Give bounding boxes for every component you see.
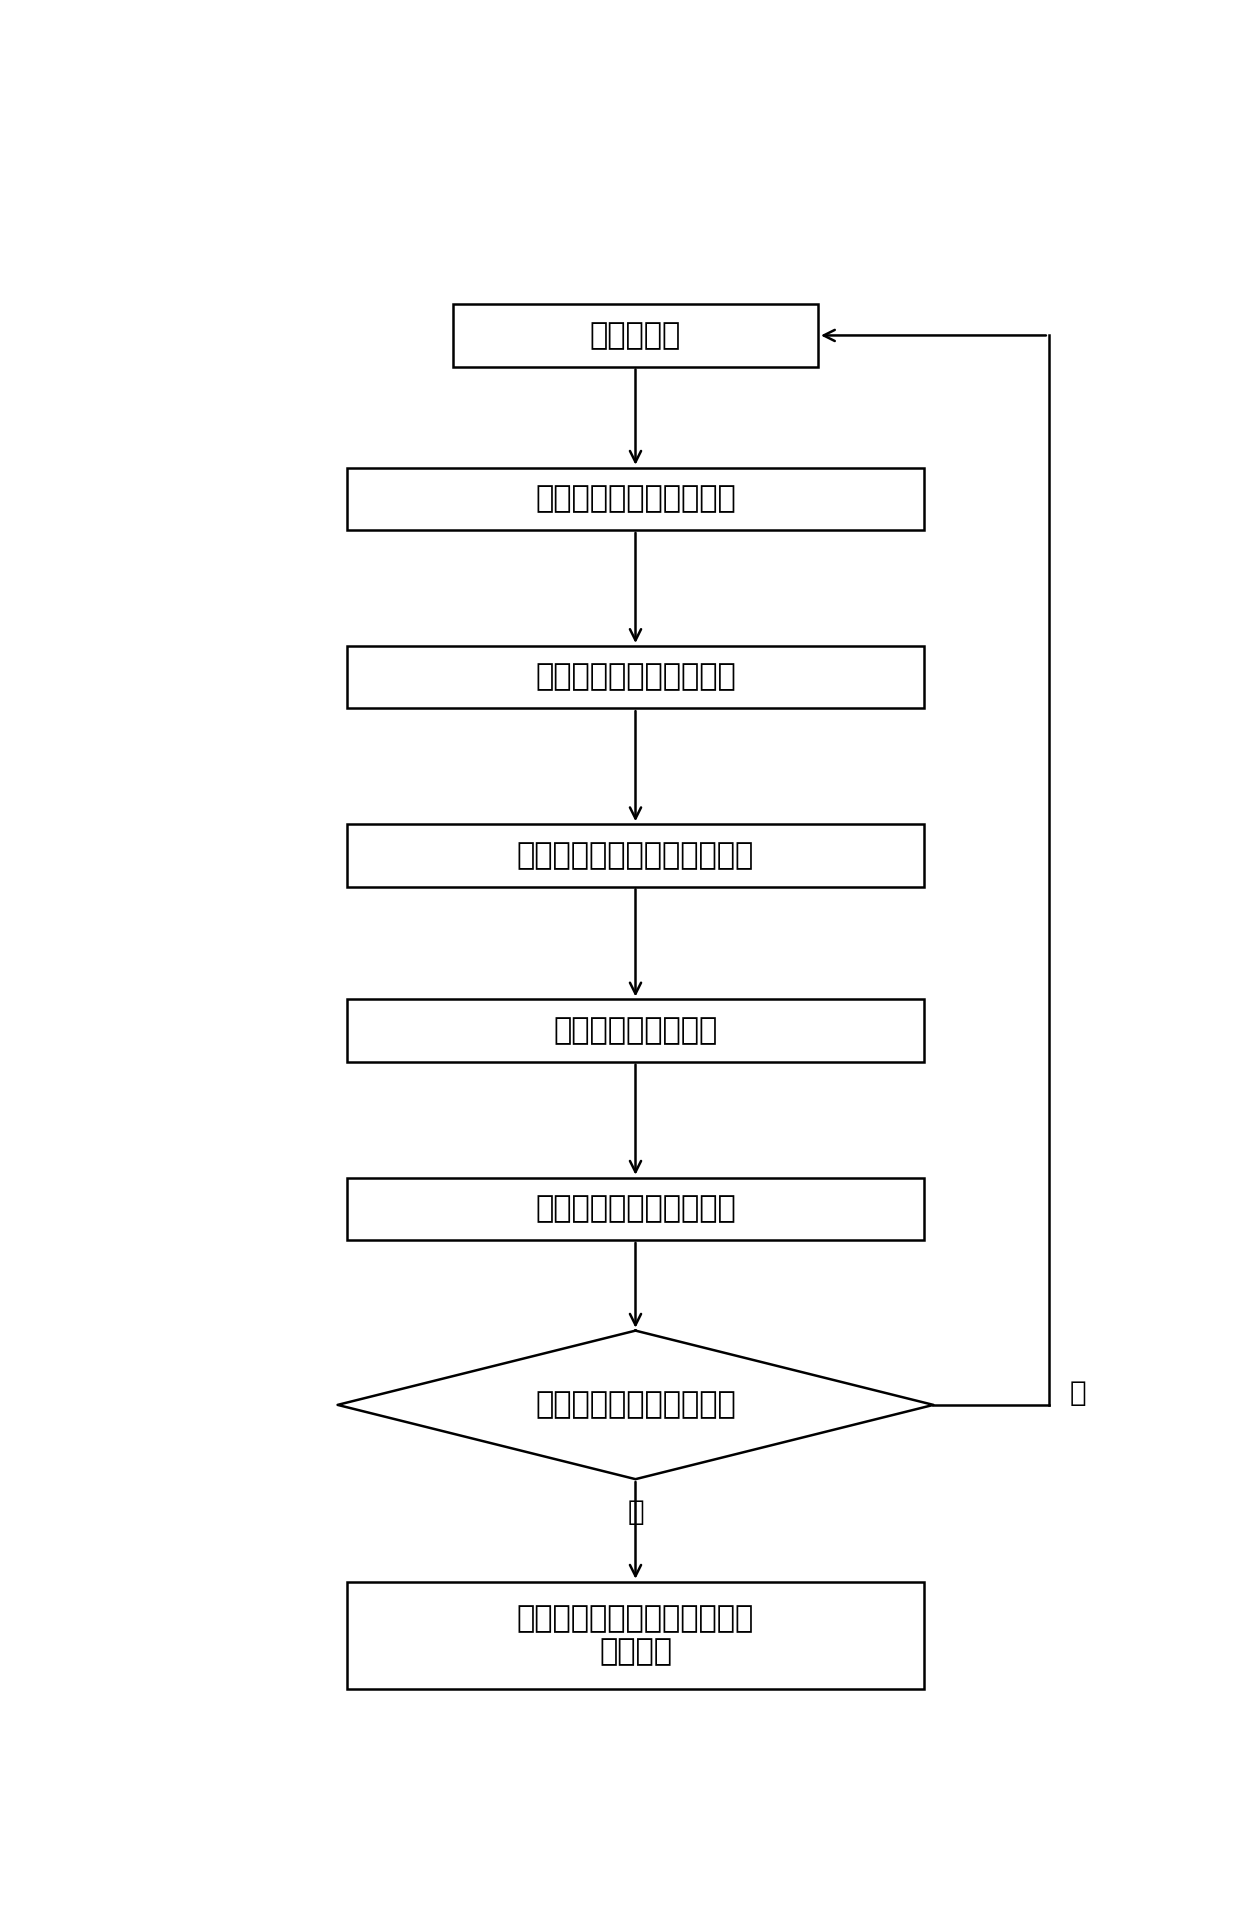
- Text: 是: 是: [627, 1497, 644, 1526]
- FancyBboxPatch shape: [347, 1582, 924, 1688]
- FancyBboxPatch shape: [347, 824, 924, 887]
- Text: 否: 否: [1069, 1379, 1086, 1406]
- Text: 用户组传输第一时隙信号: 用户组传输第一时隙信号: [536, 484, 735, 513]
- FancyBboxPatch shape: [347, 1177, 924, 1240]
- Text: 合并两个时隙的下行接收信号: 合并两个时隙的下行接收信号: [517, 841, 754, 870]
- Text: 解码下行用户的期望信号: 解码下行用户的期望信号: [536, 1194, 735, 1223]
- Text: 消除下行用户的干扰: 消除下行用户的干扰: [553, 1017, 718, 1046]
- Text: 用户组传输第二时隙信号: 用户组传输第二时隙信号: [536, 662, 735, 693]
- FancyBboxPatch shape: [347, 646, 924, 708]
- Text: 判断是否选择完所有用户: 判断是否选择完所有用户: [536, 1391, 735, 1420]
- FancyBboxPatch shape: [453, 305, 818, 367]
- FancyBboxPatch shape: [347, 467, 924, 530]
- Text: 完成全双工基站蜂窝网络时分
干扰对齐: 完成全双工基站蜂窝网络时分 干扰对齐: [517, 1603, 754, 1667]
- FancyBboxPatch shape: [347, 999, 924, 1061]
- Text: 选择用户组: 选择用户组: [590, 320, 681, 349]
